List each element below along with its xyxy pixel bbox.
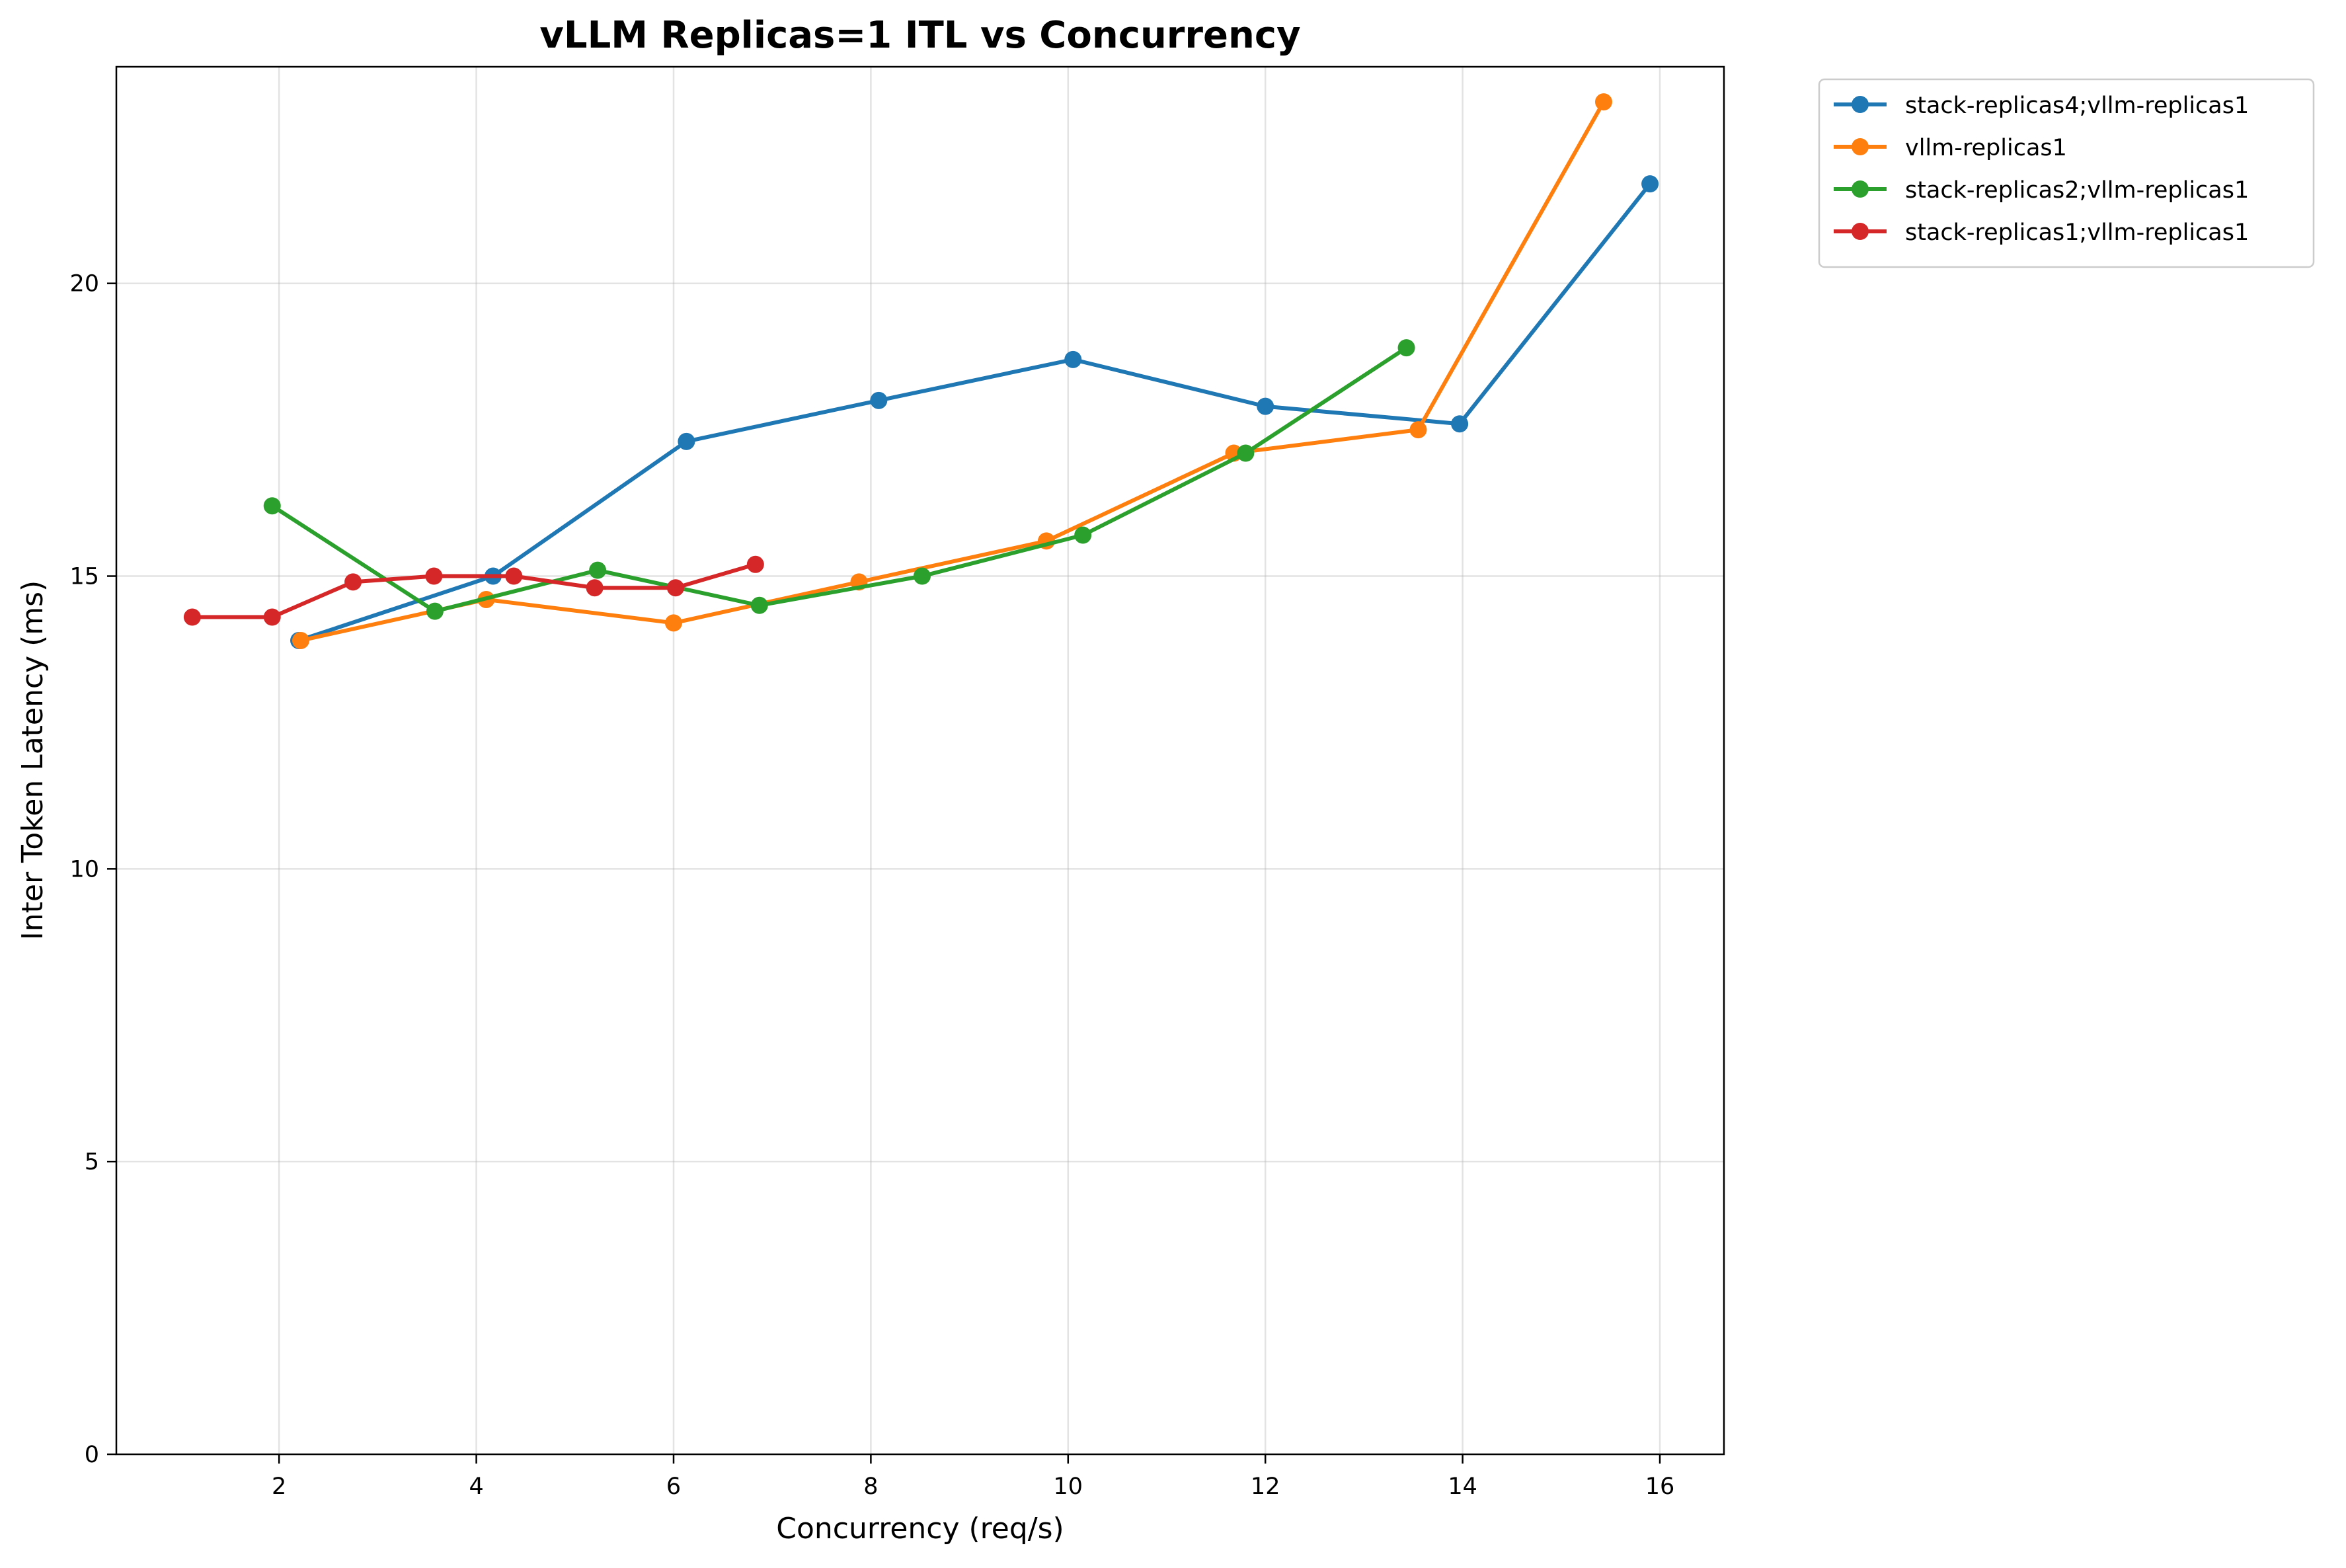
legend-label: stack-replicas1;vllm-replicas1 <box>1905 219 2249 246</box>
data-point <box>426 602 444 620</box>
legend-frame <box>1818 78 2315 268</box>
legend-item: stack-replicas1;vllm-replicas1 <box>1834 219 2249 246</box>
data-point <box>183 608 201 626</box>
data-point <box>746 555 764 573</box>
x-tick-label: 2 <box>272 1473 286 1500</box>
x-tick-label: 14 <box>1448 1473 1477 1500</box>
legend-item: vllm-replicas1 <box>1834 135 2067 161</box>
legend-item: stack-replicas2;vllm-replicas1 <box>1834 177 2249 204</box>
data-point <box>1074 526 1092 544</box>
legend-swatch-marker <box>1852 223 1869 240</box>
series-line <box>299 100 1606 643</box>
series-line <box>190 562 758 619</box>
data-point <box>586 579 604 597</box>
data-point <box>666 579 684 597</box>
legend-label: stack-replicas4;vllm-replicas1 <box>1905 93 2249 119</box>
data-point <box>1237 444 1255 462</box>
x-tick-label: 10 <box>1054 1473 1083 1500</box>
data-point <box>750 596 768 614</box>
data-point <box>589 561 607 579</box>
legend-swatch-marker <box>1852 138 1869 155</box>
data-point <box>1451 415 1469 433</box>
data-point <box>425 567 443 585</box>
series-line <box>297 182 1653 643</box>
y-tick-label: 20 <box>69 271 99 297</box>
y-tick-label: 5 <box>85 1149 99 1175</box>
data-point <box>263 608 281 626</box>
data-point <box>664 614 682 632</box>
data-point <box>263 497 281 515</box>
data-point <box>1641 175 1659 193</box>
legend-label: stack-replicas2;vllm-replicas1 <box>1905 177 2249 204</box>
data-point <box>1064 350 1082 368</box>
y-axis-label: Inter Token Latency (ms) <box>16 580 50 940</box>
data-point <box>1594 93 1612 111</box>
y-tick-label: 0 <box>85 1442 99 1468</box>
x-tick-label: 16 <box>1645 1473 1675 1500</box>
x-tick-label: 4 <box>469 1473 483 1500</box>
series-3 <box>263 339 1415 620</box>
legend-swatch-marker <box>1852 96 1869 113</box>
data-point <box>913 567 931 585</box>
x-tick-label: 6 <box>666 1473 681 1500</box>
data-point <box>1397 339 1415 357</box>
data-point <box>870 391 888 409</box>
legend-label: vllm-replicas1 <box>1905 135 2067 161</box>
data-point <box>1409 421 1427 439</box>
legend-item: stack-replicas4;vllm-replicas1 <box>1834 93 2249 119</box>
data-point <box>292 631 310 649</box>
y-tick-label: 15 <box>69 564 99 590</box>
plot-area-frame <box>115 65 1725 1456</box>
legend-swatch-marker <box>1852 180 1869 198</box>
x-axis-label: Concurrency (req/s) <box>776 1512 1064 1546</box>
x-tick-label: 12 <box>1251 1473 1280 1500</box>
data-point <box>505 567 523 585</box>
series-4 <box>183 555 764 626</box>
data-point <box>1257 397 1274 415</box>
data-point <box>678 432 695 450</box>
series-line <box>270 346 1409 613</box>
data-point <box>344 573 362 591</box>
x-tick-label: 8 <box>863 1473 878 1500</box>
chart-legend: stack-replicas4;vllm-replicas1 vllm-repli… <box>1818 78 2315 268</box>
chart-title: vLLM Replicas=1 ITL vs Concurrency <box>539 14 1300 57</box>
y-tick-label: 10 <box>69 856 99 882</box>
